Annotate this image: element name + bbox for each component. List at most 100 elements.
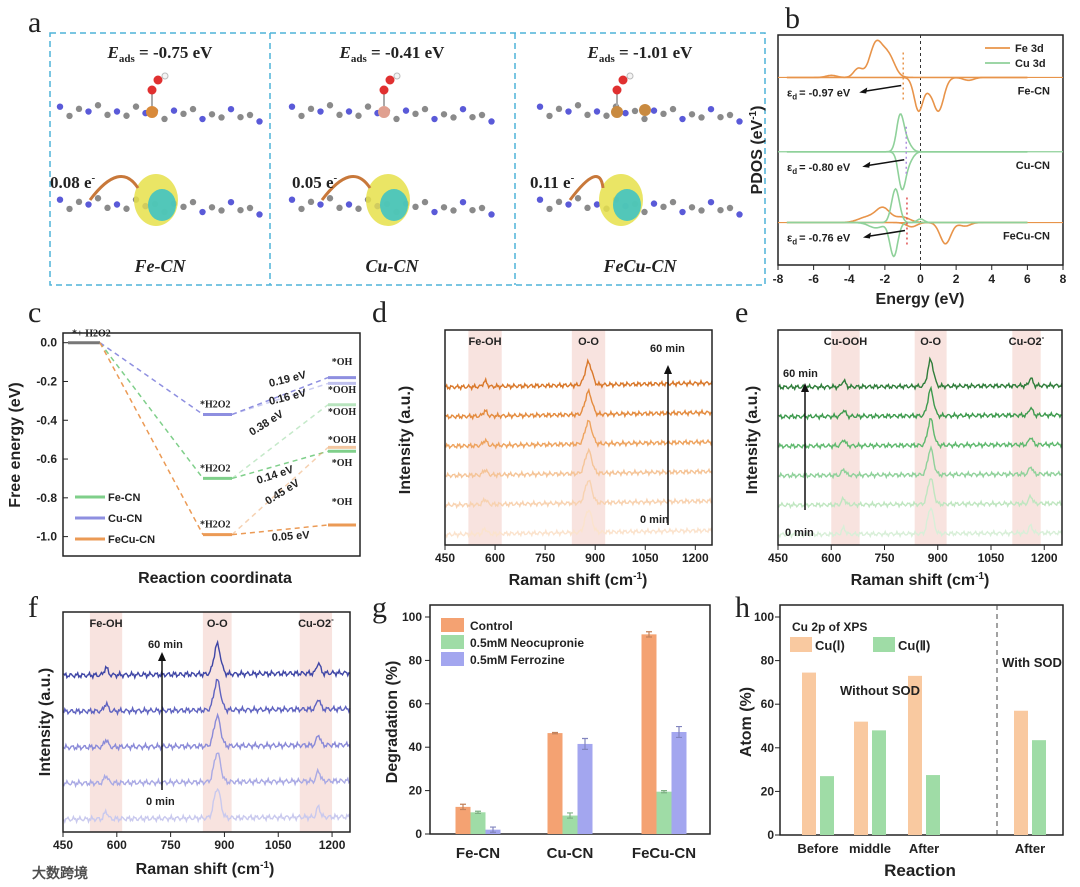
y-tick-label: 0.0 — [40, 336, 57, 350]
atom — [555, 198, 563, 206]
y-tick-label: 60 — [761, 697, 775, 711]
time-label-bottom: 0 min — [640, 514, 669, 526]
charge-transfer-arrow — [88, 175, 140, 201]
atom — [717, 113, 724, 121]
bar-0.5mM Neocupronie — [562, 815, 578, 834]
x-tick-label: -6 — [808, 272, 819, 286]
atom — [288, 103, 296, 110]
y-axis-label: Intensity (a.u.) — [37, 668, 54, 776]
bar-0.5mM Neocupronie — [656, 791, 672, 834]
error-bar — [567, 812, 573, 819]
atom — [726, 204, 734, 212]
y-tick-label: 80 — [761, 654, 775, 668]
atom — [237, 113, 244, 121]
charge-transfer-label: 0.11 e- — [530, 172, 575, 192]
atom — [584, 111, 591, 119]
atom — [688, 111, 696, 118]
x-tick-label: 450 — [435, 551, 455, 565]
panel-a-structures: Eads = -0.75 eV 0.08 e- Fe-CN Eads = -0.41 … — [49, 32, 766, 286]
band-label: Cu-OOH — [824, 336, 867, 348]
atom — [161, 115, 168, 123]
x-tick-label: 900 — [585, 551, 605, 565]
atom — [113, 201, 121, 208]
atom — [104, 111, 111, 119]
plot-frame — [62, 611, 351, 833]
spectrum-trace — [63, 752, 351, 789]
legend-swatch — [441, 618, 464, 632]
atom — [94, 195, 102, 202]
band-label: Fe-OH — [469, 336, 502, 348]
atom — [218, 207, 225, 214]
atom — [707, 105, 715, 113]
atom — [412, 203, 419, 211]
panel-letter-e: e — [735, 296, 748, 329]
x-tick-label: FeCu-CN — [632, 845, 696, 862]
x-tick-label: 900 — [928, 551, 948, 565]
initial-state-label: *+ H2O2 — [72, 329, 111, 340]
oxygen-atom — [147, 85, 157, 95]
legend-label: Control — [470, 619, 513, 633]
d-band-center-label: εd = -0.76 eV — [787, 233, 851, 247]
x-tick-label: 6 — [1024, 272, 1031, 286]
atom — [440, 111, 448, 118]
oxygen-atom — [153, 75, 163, 85]
y-axis-label: PDOS (eV-1) — [748, 106, 766, 195]
atom — [336, 204, 343, 212]
atom — [326, 102, 334, 109]
legend-swatch — [873, 637, 895, 652]
atom — [565, 201, 572, 208]
atom — [307, 105, 315, 113]
y-tick-label: 20 — [761, 784, 775, 798]
bar-Cu(Ⅱ) — [820, 776, 834, 835]
spectrum-trace — [778, 356, 1063, 392]
chart-f-raman: Fe-OH O-O Cu-O2- 450 600 750 900 1050 1200 60 min… — [37, 611, 351, 878]
band-label: Cu-O2- — [298, 615, 334, 630]
bar-Cu(Ⅰ) — [854, 721, 868, 835]
charge-transfer-label: 0.05 e- — [292, 172, 338, 192]
species-label: *OH — [332, 458, 353, 469]
atom — [431, 115, 438, 123]
atom — [170, 107, 178, 114]
atom — [56, 196, 64, 203]
error-bar — [676, 725, 682, 739]
species-label: *OOH — [328, 435, 357, 446]
atom — [669, 105, 677, 113]
species-label: *OH — [332, 357, 353, 368]
atom — [208, 204, 216, 211]
band-label: Fe-OH — [90, 618, 123, 630]
x-tick-label: After — [1015, 841, 1045, 856]
atom — [431, 208, 438, 216]
oxygen-atom — [612, 85, 622, 95]
x-axis-label: Raman shift (cm-1) — [509, 571, 648, 589]
atom — [256, 211, 263, 218]
y-tick-label: 100 — [754, 610, 774, 624]
panel-letter-c: c — [28, 296, 41, 329]
band-O-O — [914, 330, 947, 545]
atom — [189, 198, 197, 206]
atom — [679, 115, 686, 123]
x-tick-label: 1050 — [978, 551, 1005, 565]
x-tick-label: 1050 — [632, 551, 659, 565]
atom — [355, 112, 362, 119]
legend-label: Fe-CN — [108, 492, 140, 504]
y-tick-label: 0 — [415, 827, 422, 841]
atom — [641, 208, 648, 216]
atom — [208, 111, 216, 118]
adsorption-energy: Eads = -1.01 eV — [587, 43, 694, 65]
chart-d-raman: Fe-OH O-O 450 600 750 900 1050 1200 60 min 0 min I… — [397, 329, 713, 589]
atom — [132, 103, 140, 110]
bar-0.5mM Ferrozine — [577, 743, 593, 834]
atom — [650, 200, 658, 207]
atom — [246, 204, 254, 212]
atom — [593, 201, 601, 208]
x-tick-label: -2 — [880, 272, 891, 286]
band-O-O — [571, 330, 606, 545]
atom — [488, 118, 495, 125]
atom — [421, 105, 429, 113]
spectrum-trace — [778, 418, 1063, 451]
x-tick-label: 750 — [874, 551, 894, 565]
path-line — [99, 342, 204, 416]
band-Fe-OH — [89, 612, 123, 832]
metal-atom — [611, 106, 623, 118]
x-tick-label: -4 — [844, 272, 855, 286]
